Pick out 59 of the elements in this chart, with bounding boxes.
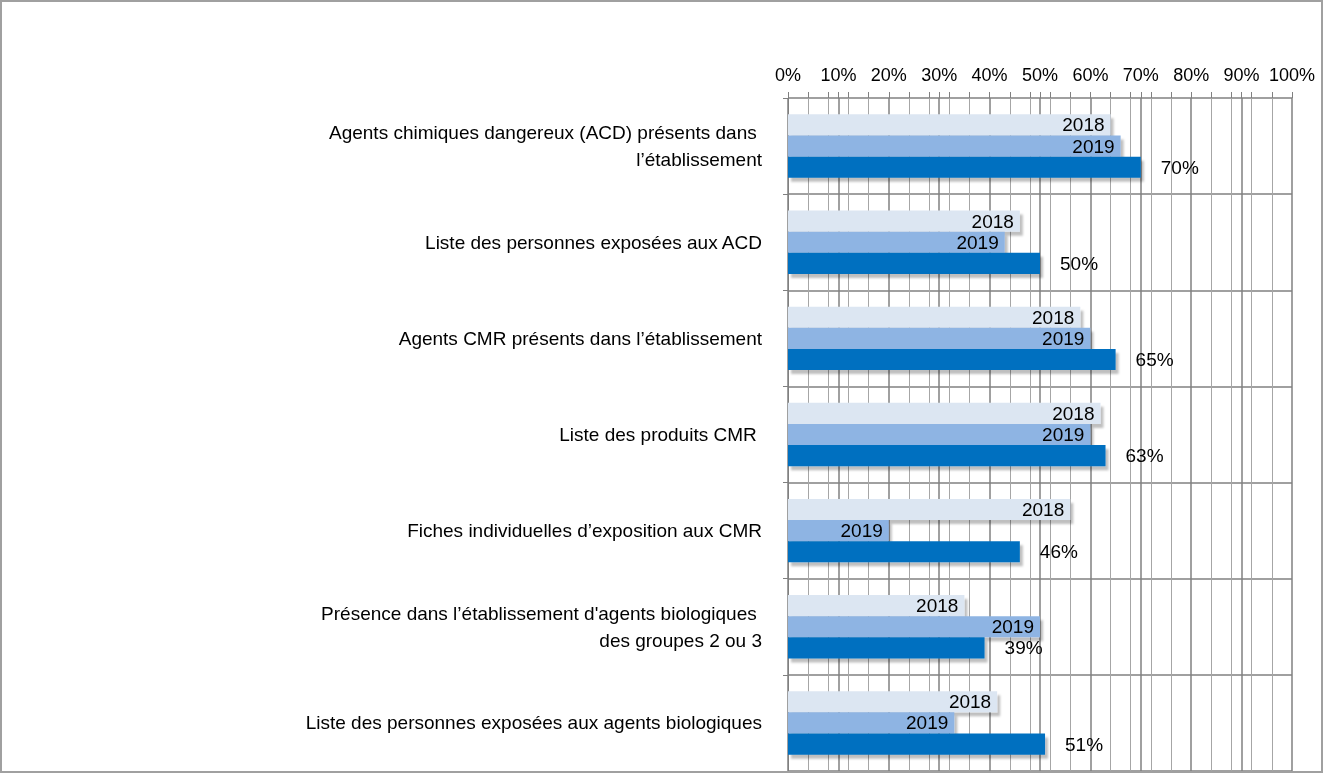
bar <box>788 252 1040 274</box>
series-label: 2019 <box>840 520 883 542</box>
text: 2018 <box>948 691 992 713</box>
bar <box>788 498 1071 521</box>
text: 2019 <box>956 231 999 253</box>
text: 2018 <box>1052 402 1095 424</box>
bar <box>788 135 1121 157</box>
bar <box>788 541 1020 563</box>
y-tick-label: Liste des produits CMR <box>559 424 762 445</box>
bar <box>788 306 1081 328</box>
data-label: 70% <box>1160 156 1199 178</box>
y-tick-label: Liste des personnes exposées aux ACD <box>425 231 762 253</box>
bar <box>788 156 1141 178</box>
text: 2018 <box>916 595 959 617</box>
bar <box>788 616 1040 638</box>
bar <box>788 733 1046 755</box>
x-tick-label: 20% <box>870 65 907 85</box>
bar <box>788 114 1111 136</box>
bar <box>788 423 1091 446</box>
text: 2018 <box>1062 114 1105 136</box>
bar <box>788 691 998 713</box>
bar <box>788 637 985 659</box>
y-tick-label: Agents CMR présents dans l’établissement <box>398 327 763 349</box>
x-tick-label: 40% <box>971 65 1008 85</box>
text: 2019 <box>1042 424 1085 445</box>
text: 2019 <box>1042 327 1085 349</box>
data-label: 50% <box>1060 252 1099 274</box>
data-label: 65% <box>1135 349 1174 371</box>
data-label: 63% <box>1125 445 1164 467</box>
x-tick-label: 80% <box>1173 65 1210 85</box>
text: 2018 <box>1021 498 1065 520</box>
bar <box>788 348 1116 371</box>
x-tick-label: 70% <box>1122 65 1159 85</box>
data-label: 51% <box>1065 733 1104 755</box>
y-tick-label: Liste des personnes exposées aux agents biologiques <box>305 712 762 734</box>
y-tick-label: Fiches individuelles d’exposition aux CMR <box>407 520 762 542</box>
text: 2019 <box>906 712 949 734</box>
x-tick-label: 10% <box>820 65 857 85</box>
bar <box>788 595 965 617</box>
text: 2019 <box>1072 135 1115 157</box>
x-tick-label: 50% <box>1021 65 1059 85</box>
x-tick-label: 0% <box>774 65 802 85</box>
y-tick-label: Agents chimiques dangereux (ACD) présents dans l’établissement <box>328 122 763 171</box>
x-tick-label: 100% <box>1268 65 1316 85</box>
bar <box>788 231 1005 253</box>
x-tick-label: 60% <box>1072 65 1109 85</box>
text: 2018 <box>1032 306 1075 328</box>
bar <box>788 712 955 734</box>
data-label: 46% <box>1039 541 1078 563</box>
x-tick-label: 90% <box>1223 65 1260 85</box>
y-tick-label: Présence dans l’établissement d'agents biologiques des groupes 2 ou 3 <box>321 602 762 651</box>
data-label: 39% <box>1004 637 1043 659</box>
bar <box>788 210 1020 232</box>
series-label: 2018 <box>971 210 1014 232</box>
text: 2019 <box>991 616 1034 638</box>
bar <box>788 327 1091 349</box>
bar <box>788 402 1101 424</box>
bar <box>788 445 1106 467</box>
x-tick-label: 30% <box>921 65 958 85</box>
